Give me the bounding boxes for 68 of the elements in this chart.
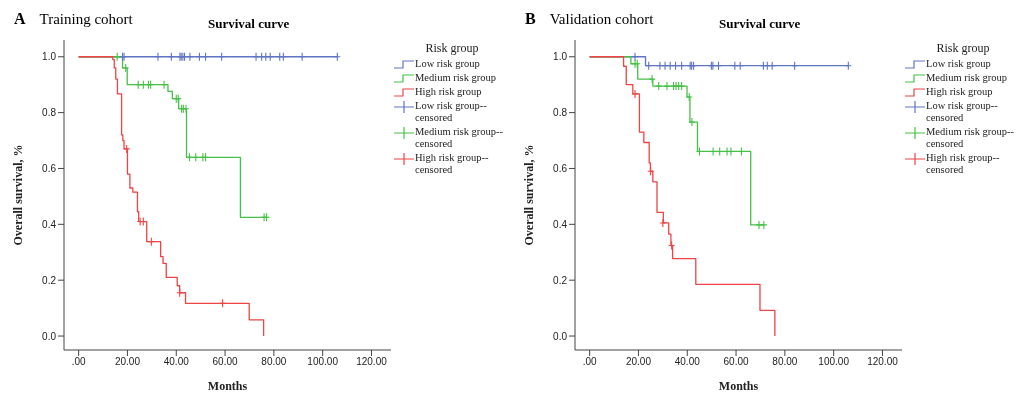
- point: [659, 218, 667, 228]
- y-tick-label: 0.0: [553, 330, 568, 342]
- point: [685, 92, 693, 102]
- point: [648, 74, 656, 84]
- point: [631, 52, 639, 62]
- point: [252, 52, 260, 62]
- y-tick-label: 0.6: [42, 163, 57, 175]
- point: [154, 52, 162, 62]
- x-tick-label: 60.00: [723, 356, 750, 368]
- x-tick-label: .00: [71, 356, 87, 368]
- x-tick-label: 100.00: [818, 356, 850, 368]
- chart-title: Survival curve: [719, 16, 801, 32]
- x-axis-title: Months: [207, 379, 248, 393]
- point: [661, 61, 669, 71]
- point: [655, 81, 663, 91]
- x-tick-label: 120.00: [867, 356, 899, 368]
- point: [755, 220, 763, 230]
- y-axis-title: Overall survival, %: [11, 144, 26, 246]
- legend-title: Risk group: [935, 41, 991, 55]
- text: B: [525, 10, 536, 28]
- point: [760, 220, 768, 230]
- legend-label: High risk group--censored: [415, 152, 490, 176]
- y-tick-label: 0.4: [42, 218, 57, 230]
- x-tick-label: 80.00: [261, 356, 287, 368]
- point: [688, 117, 696, 127]
- y-tick-label: 0.4: [553, 218, 568, 230]
- point: [631, 89, 639, 99]
- y-tick-label: 0.2: [42, 274, 57, 286]
- x-tick-label: 80.00: [772, 356, 798, 368]
- x-tick-label: .00: [582, 356, 598, 368]
- legend-label: High risk group--censored: [926, 152, 1001, 176]
- chart-subtitle: Validation cohort: [549, 11, 654, 28]
- x-axis-title: Months: [718, 379, 759, 393]
- point: [123, 144, 131, 154]
- point: [663, 81, 671, 91]
- legend-label: Low risk group--censored: [926, 100, 999, 124]
- point: [186, 52, 194, 62]
- y-tick-label: 0.0: [42, 330, 57, 342]
- y-tick-label: 1.0: [553, 51, 568, 63]
- chart-subtitle: Training cohort: [39, 11, 133, 28]
- y-tick-label: 0.8: [553, 107, 568, 119]
- x-tick-label: 20.00: [625, 356, 652, 368]
- x-tick-label: 100.00: [307, 356, 339, 368]
- legend-label: Low risk group--censored: [415, 100, 488, 124]
- point: [656, 61, 664, 71]
- y-tick-label: 0.2: [553, 274, 568, 286]
- y-tick-label: 1.0: [42, 51, 57, 63]
- x-tick-label: 40.00: [674, 356, 701, 368]
- legend-label: Medium risk group--censored: [415, 126, 505, 150]
- legend-label: Medium risk group--censored: [926, 126, 1016, 150]
- y-tick-label: 0.8: [42, 107, 57, 119]
- x-tick-label: 60.00: [212, 356, 239, 368]
- y-axis-title: Overall survival, %: [522, 144, 537, 246]
- legend-title: Risk group: [424, 41, 480, 55]
- chart-title: Survival curve: [208, 16, 290, 32]
- legend-label: Low risk group: [926, 58, 991, 70]
- legend-label: Low risk group: [415, 58, 480, 70]
- x-tick-label: 40.00: [163, 356, 190, 368]
- x-tick-label: 120.00: [356, 356, 388, 368]
- legend-label: High risk group: [415, 86, 482, 98]
- point: [122, 63, 130, 73]
- legend-label: Medium risk group: [926, 72, 1008, 84]
- point: [160, 80, 168, 90]
- legend-label: High risk group: [926, 86, 993, 98]
- legend-label: Medium risk group: [415, 72, 497, 84]
- y-tick-label: 0.6: [553, 163, 568, 175]
- x-tick-label: 20.00: [114, 356, 141, 368]
- text: A: [14, 10, 26, 28]
